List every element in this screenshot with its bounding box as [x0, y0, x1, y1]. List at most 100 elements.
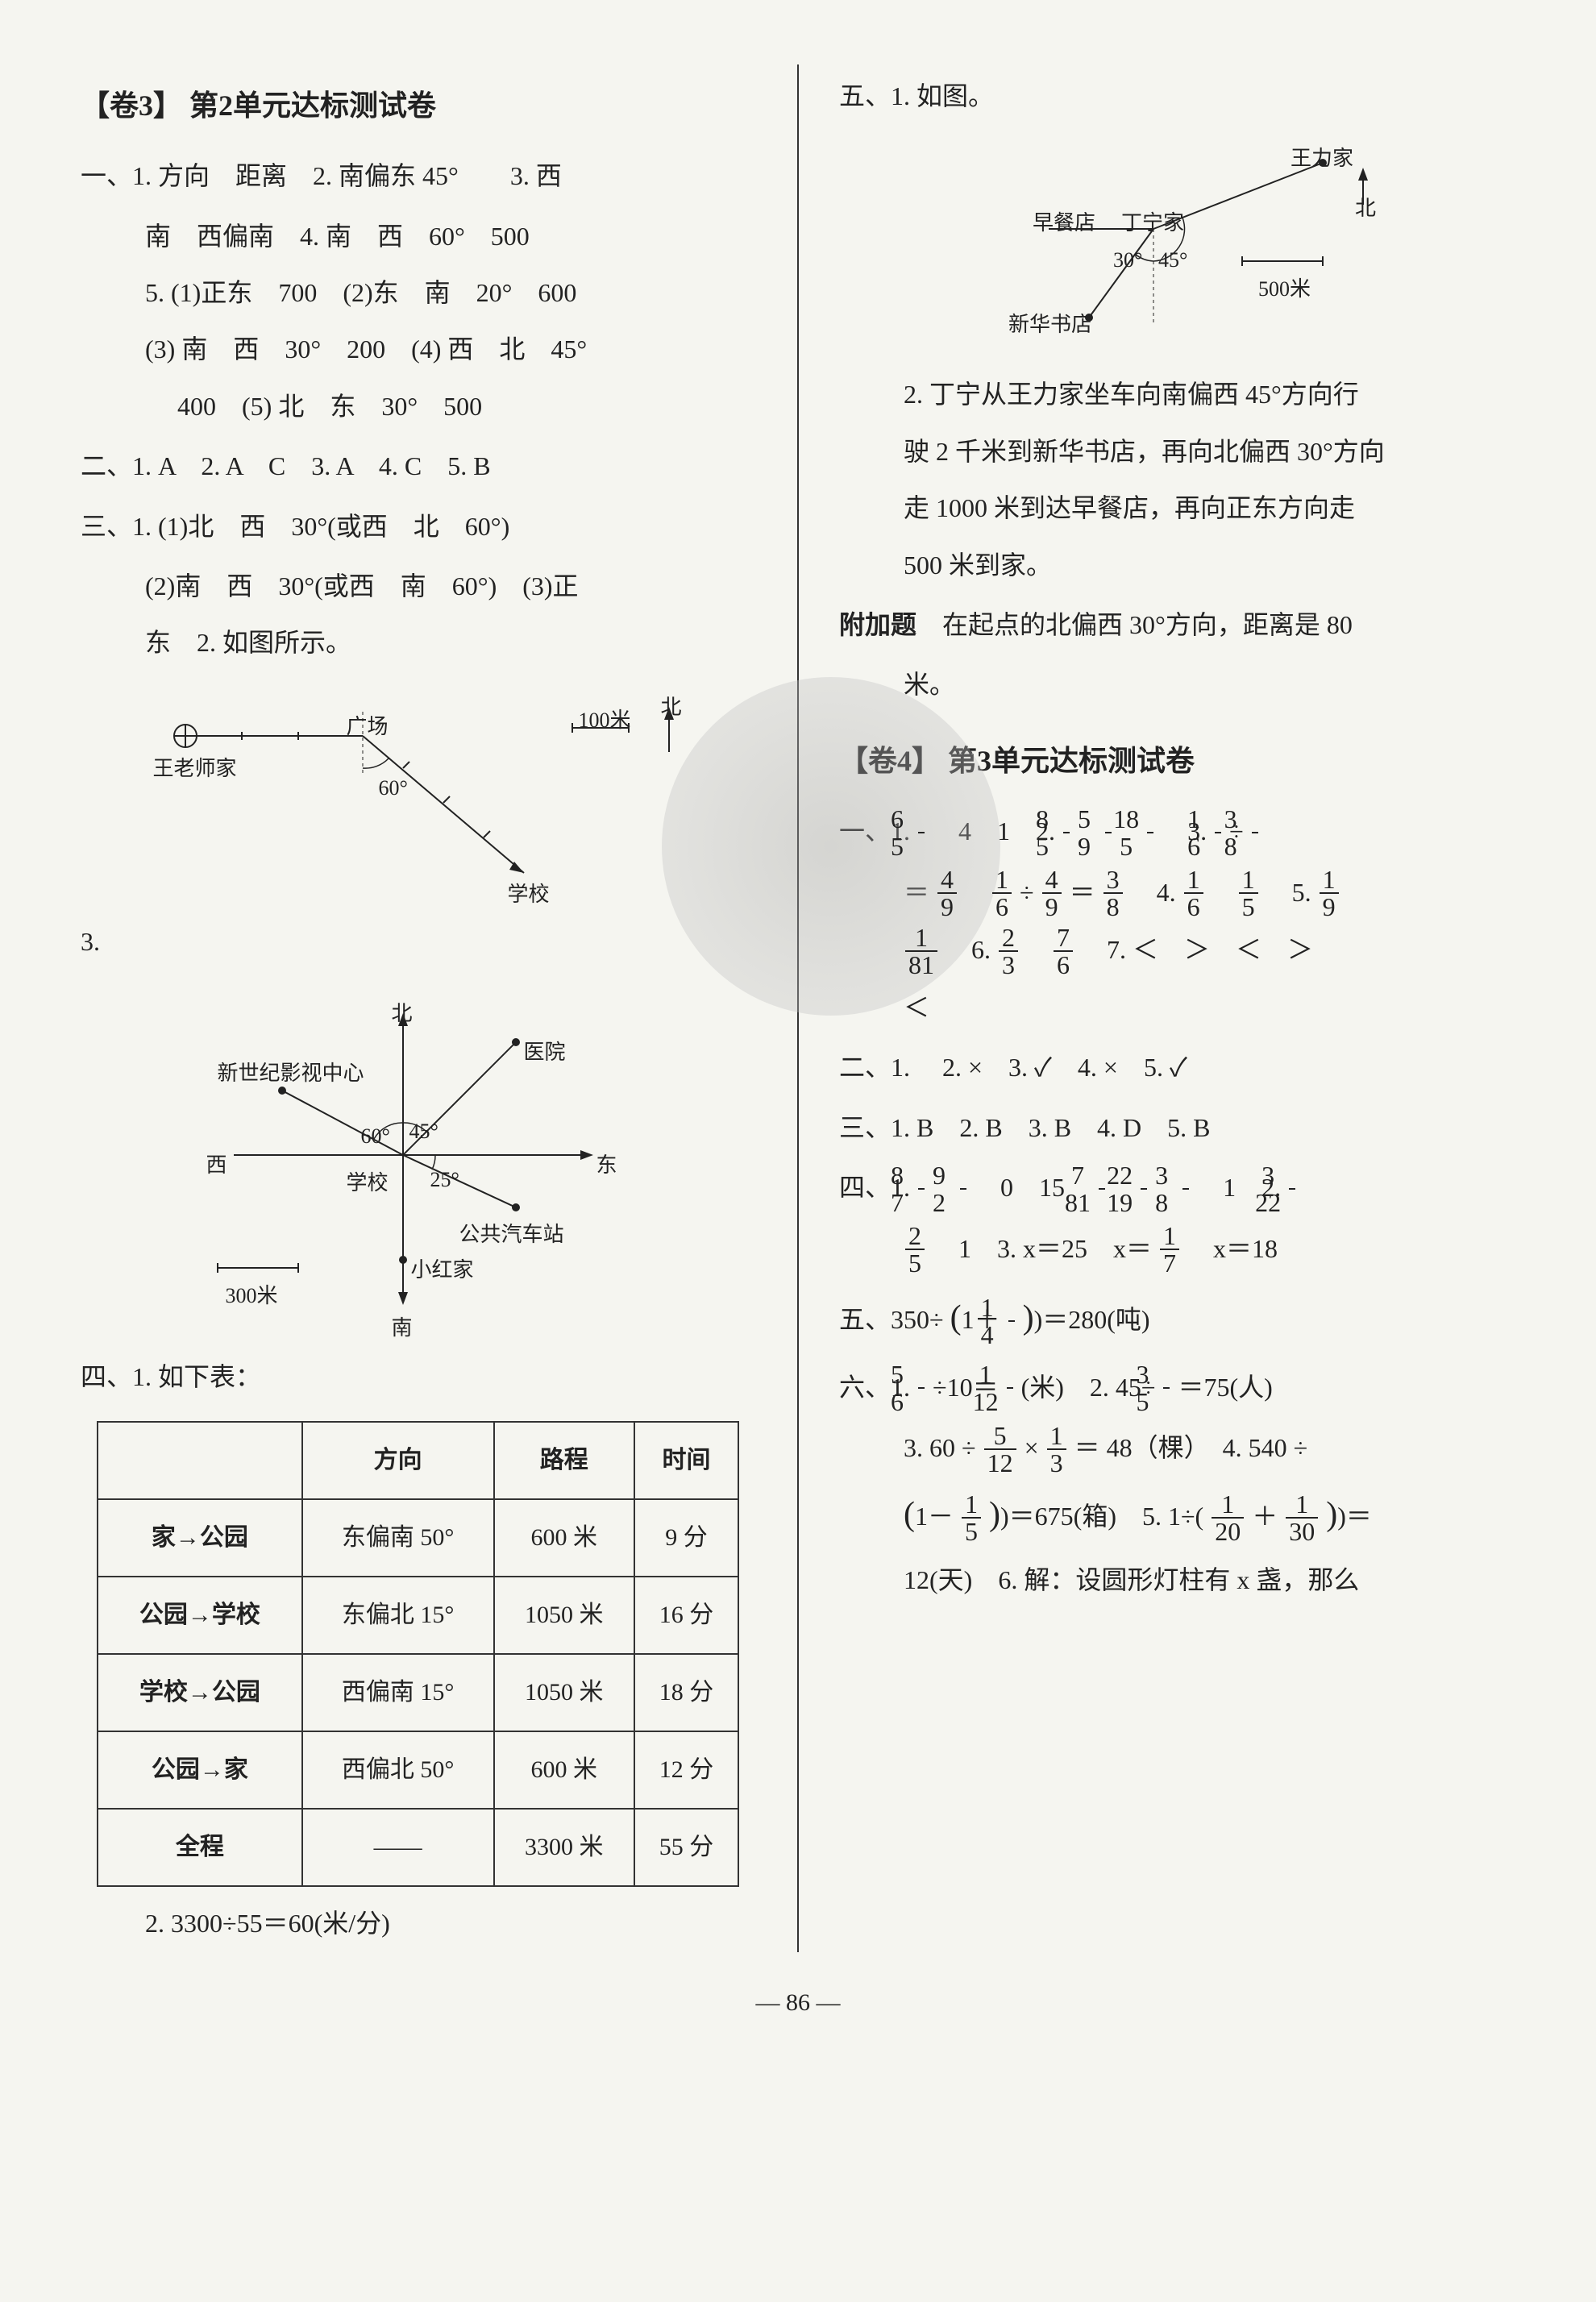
- td: 西偏北 50°: [302, 1731, 494, 1809]
- j4-s4-l2: 25 1 3. x＝25 x＝ 17 x＝18: [839, 1220, 1515, 1278]
- td: 55 分: [634, 1809, 738, 1886]
- table-row: 学校→公园西偏南 15°1050 米18 分: [98, 1654, 738, 1731]
- text-line: 500 米到家。: [839, 537, 1515, 593]
- sec-head: 三、: [81, 512, 132, 541]
- th: 方向: [302, 1422, 494, 1499]
- juan4-bracket: 【卷4】: [839, 745, 941, 777]
- right-column: 五、1. 如图。 王力家 北 早餐店: [839, 64, 1515, 1952]
- d1-scale: 100米: [579, 697, 631, 743]
- j4-s6-l1: 六、1. 56 ÷10＝ 112 (米) 2. 45÷ 35 ＝75(人): [839, 1359, 1515, 1417]
- td: 东偏北 15°: [302, 1577, 494, 1654]
- t: x＝18: [1187, 1234, 1278, 1263]
- t: (米) 2. 45÷: [1021, 1373, 1156, 1402]
- td: ——: [302, 1809, 494, 1886]
- frac: 85: [1063, 806, 1070, 859]
- column-divider: [797, 64, 799, 1952]
- frac: 19: [1320, 866, 1339, 920]
- text-line: (3) 南 西 30° 200 (4) 西 北 45°: [81, 321, 757, 377]
- route-table: 方向 路程 时间 家→公园东偏南 50°600 米9 分 公园→学校东偏北 15…: [97, 1421, 739, 1887]
- j4-s1-l3: 181 6. 23 76 7. ＜ ＞ ＜ ＞: [839, 921, 1515, 979]
- table-row: 全程——3300 米55 分: [98, 1809, 738, 1886]
- text-line: 5. (1)正东 700 (2)东 南 20° 600: [81, 264, 757, 321]
- d1-north: 北: [661, 684, 682, 730]
- d2-school: 学校: [347, 1160, 389, 1206]
- content: 1. 方向 距离 2. 南偏东 45° 3. 西: [132, 161, 562, 190]
- text-line: 400 (5) 北 东 30° 500: [81, 378, 757, 434]
- td: 西偏南 15°: [302, 1654, 494, 1731]
- td: 公园→学校: [98, 1577, 302, 1654]
- frac: 23: [999, 925, 1018, 978]
- td: 600 米: [494, 1499, 634, 1577]
- text-line: 二、1. A 2. A C 3. A 4. C 5. B: [81, 438, 757, 494]
- frac: 14: [1008, 1294, 1015, 1348]
- t: 6.: [946, 935, 991, 964]
- diagram-teacher-house: 王老师家 广场 60° 学校 100米 北: [137, 688, 701, 897]
- frac: 38: [1103, 866, 1123, 920]
- frac: 38: [1182, 1162, 1189, 1215]
- td: 3300 米: [494, 1809, 634, 1886]
- frac: 25: [905, 1223, 925, 1276]
- content: 1. (1)北 西 30°(或西 北 60°): [132, 512, 509, 541]
- d3-wangli: 王力家: [1291, 135, 1353, 181]
- td: 18 分: [634, 1654, 738, 1731]
- text-line: 2. 3300÷55＝60(米/分): [81, 1895, 757, 1951]
- t: ×: [1025, 1433, 1039, 1462]
- head: 一、: [839, 817, 891, 846]
- td: 1050 米: [494, 1577, 634, 1654]
- frac: 112: [1007, 1361, 1013, 1415]
- d2-bus: 公共汽车站: [459, 1211, 564, 1257]
- t: 7. ＜ ＞ ＜ ＞: [1081, 935, 1313, 964]
- t: ＝ 48（棵） 4. 540 ÷: [1074, 1433, 1308, 1462]
- d3-a30: 30°: [1113, 237, 1142, 283]
- text-line: (2)南 西 30°(或西 南 60°) (3)正: [81, 558, 757, 614]
- td: 家→公园: [98, 1499, 302, 1577]
- j4-s1-l2: ＝ 49 16 ÷ 49 ＝ 38 4. 16 15 5. 19: [839, 864, 1515, 922]
- frac: 185: [1147, 806, 1153, 859]
- frac: 92: [960, 1162, 966, 1215]
- d2-north: 北: [392, 991, 413, 1037]
- frac: 49: [1042, 866, 1062, 920]
- frac: 13: [1047, 1423, 1066, 1476]
- td: 600 米: [494, 1731, 634, 1809]
- th: 时间: [634, 1422, 738, 1499]
- td: 9 分: [634, 1499, 738, 1577]
- table-row: 公园→学校东偏北 15°1050 米16 分: [98, 1577, 738, 1654]
- t: 五、350÷: [839, 1305, 944, 1334]
- text-line: 南 西偏南 4. 南 西 60° 500: [81, 208, 757, 264]
- d1-school: 学校: [508, 871, 550, 917]
- text-line: 米。: [839, 656, 1515, 713]
- t: ÷: [1020, 878, 1034, 907]
- frac: 15: [1239, 866, 1258, 920]
- frac: 781: [1099, 1162, 1105, 1215]
- t: 3. 60 ÷: [904, 1433, 976, 1462]
- d2-scale: 300米: [226, 1273, 278, 1319]
- d2-west: 西: [206, 1142, 227, 1188]
- d3-north: 北: [1355, 185, 1376, 231]
- td: 公园→家: [98, 1731, 302, 1809]
- t: ＋: [1252, 1502, 1278, 1531]
- j4-s3: 三、1. B 2. B 3. B 4. D 5. B: [839, 1099, 1515, 1156]
- td: 全程: [98, 1809, 302, 1886]
- table-row: 公园→家西偏北 50°600 米12 分: [98, 1731, 738, 1809]
- frac: 15: [962, 1491, 981, 1544]
- frac: 35: [1163, 1361, 1170, 1415]
- d1-house: 王老师家: [153, 746, 237, 792]
- frac: 49: [937, 866, 957, 920]
- j4-s6-l4: 12(天) 6. 解：设圆形灯柱有 x 盏，那么: [839, 1552, 1515, 1608]
- frac: 59: [1105, 806, 1112, 859]
- frac: 16: [992, 866, 1012, 920]
- table-header-row: 方向 路程 时间: [98, 1422, 738, 1499]
- frac: 120: [1212, 1491, 1244, 1544]
- frac: 130: [1286, 1491, 1318, 1544]
- frac: 56: [918, 1361, 925, 1415]
- page-number: — 86 —: [81, 1976, 1515, 2030]
- text-line: 2. 丁宁从王力家坐车向南偏西 45°方向行: [839, 366, 1515, 422]
- juan3-bracket: 【卷3】: [81, 89, 182, 122]
- td: 12 分: [634, 1731, 738, 1809]
- extra-line: 附加题 在起点的北偏西 30°方向，距离是 80: [839, 596, 1515, 653]
- d2-hospital: 医院: [524, 1029, 566, 1075]
- d2-a25: 25°: [430, 1157, 459, 1203]
- frac: 65: [918, 806, 925, 859]
- frac: 17: [1160, 1223, 1179, 1276]
- text-line: 走 1000 米到达早餐店，再向正东方向走: [839, 480, 1515, 536]
